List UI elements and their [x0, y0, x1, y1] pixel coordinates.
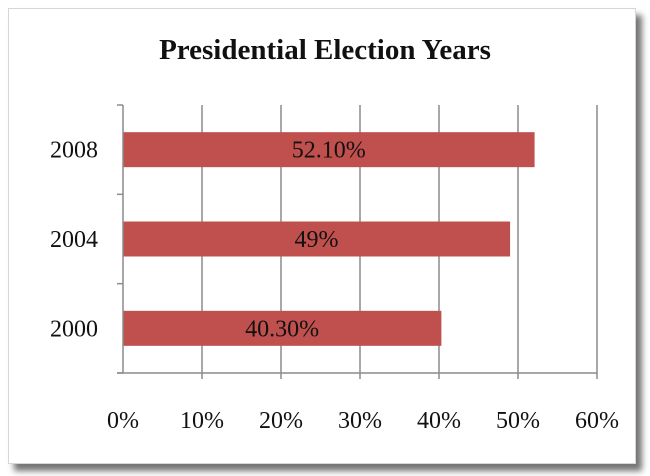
bars [123, 132, 535, 346]
x-tick-label: 0% [107, 408, 139, 434]
bar-2004 [123, 221, 511, 257]
y-category-label: 2004 [50, 227, 98, 253]
chart-title: Presidential Election Years [159, 34, 491, 66]
x-tick-label: 20% [259, 408, 303, 434]
x-tick-label: 50% [496, 408, 540, 434]
y-category-label: 2008 [50, 138, 98, 164]
bar-2000 [123, 310, 442, 346]
labels: 0% 10% 20% 30% 40% 50% 60% 40.30% 2000 49% 2004 52.… [50, 138, 619, 434]
x-tick-label: 30% [338, 408, 382, 434]
data-label-2008: 52.10% [292, 138, 366, 164]
data-label-2004: 49% [295, 227, 339, 253]
data-label-2000: 40.30% [245, 316, 319, 342]
axes [117, 104, 597, 374]
x-tick-label: 40% [417, 408, 461, 434]
y-category-label: 2000 [50, 316, 98, 342]
x-tick-label: 10% [180, 408, 224, 434]
bar-2008 [123, 132, 535, 168]
x-tick-label: 60% [575, 408, 619, 434]
